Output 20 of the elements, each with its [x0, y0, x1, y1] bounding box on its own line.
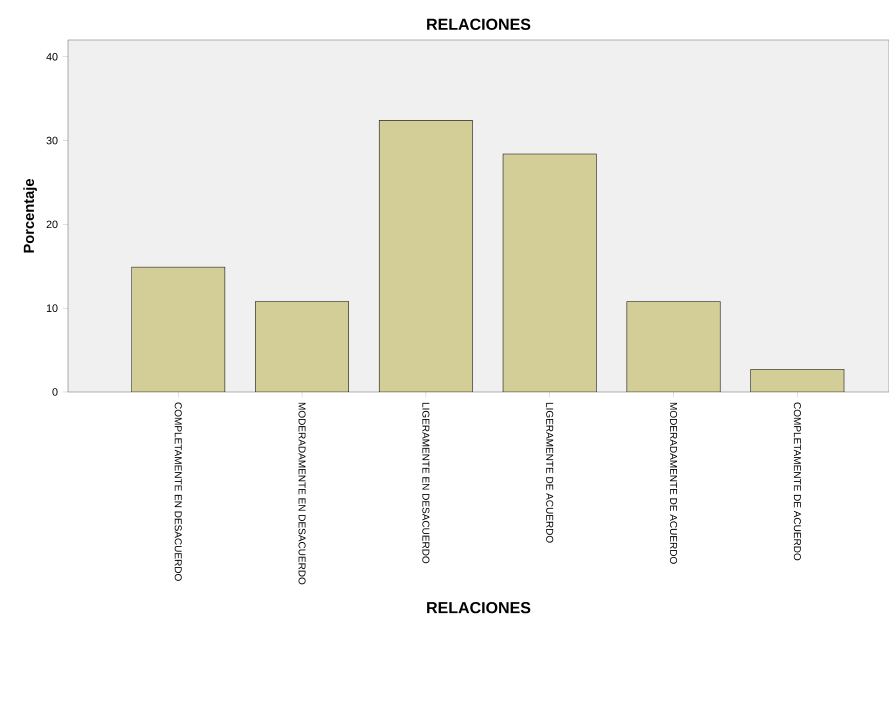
bar	[626, 301, 720, 392]
x-tick-label: MODERADAMENTE DE ACUERDO	[670, 402, 678, 564]
y-tick-label: 40	[46, 52, 58, 61]
y-tick-label: 30	[46, 136, 58, 144]
x-tick-label: LIGERAMENTE EN DESACUERDO	[422, 402, 430, 564]
y-axis-title: Porcentaje	[23, 179, 37, 253]
y-tick-label: 20	[46, 220, 58, 228]
bar	[750, 369, 844, 392]
bar	[131, 266, 226, 392]
x-axis-title: RELACIONES	[427, 602, 530, 614]
y-tick-label: 0	[52, 388, 58, 396]
chart-title: RELACIONES	[427, 18, 530, 30]
bar	[255, 301, 349, 392]
x-tick-label: COMPLETAMENTE EN DESACUERDO	[174, 402, 182, 581]
y-tick-label: 10	[46, 304, 58, 312]
bar	[379, 120, 473, 392]
x-tick-label: LIGERAMENTE DE ACUERDO	[546, 402, 554, 543]
bar	[502, 154, 597, 392]
x-tick-label: MODERADAMENTE EN DESACUERDO	[298, 402, 306, 584]
x-tick-label: COMPLETAMENTE DE ACUERDO	[794, 402, 801, 560]
